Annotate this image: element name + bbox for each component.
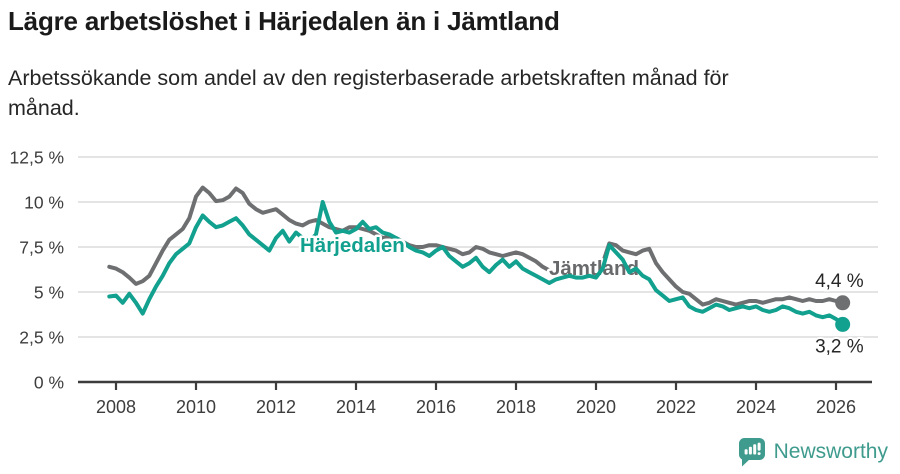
subtitle-line-1: Arbetssökande som andel av den registerb… bbox=[8, 66, 729, 90]
x-axis-tick-label: 2016 bbox=[416, 397, 456, 417]
line-chart: 12,5 % 10 % 7,5 % 5 % 2,5 % 0 % 2008 2010 2012 20… bbox=[0, 126, 900, 436]
x-axis-tick-label: 2020 bbox=[576, 397, 616, 417]
end-value-label-jamtland: 4,4 % bbox=[815, 271, 864, 292]
page-title: Lägre arbetslöshet i Härjedalen än i Jäm… bbox=[8, 6, 560, 36]
y-axis-tick-label: 2,5 % bbox=[19, 328, 64, 348]
x-axis-tick-label: 2018 bbox=[496, 397, 536, 417]
y-axis-tick-label: 12,5 % bbox=[10, 148, 64, 168]
series-line-harjedalen bbox=[107, 200, 845, 327]
brand-name: Newsworthy bbox=[773, 440, 888, 463]
bar-chart-speech-bubble-icon bbox=[738, 438, 765, 467]
newsworthy-logo[interactable]: Newsworthy bbox=[737, 435, 888, 469]
x-axis-tick-label: 2026 bbox=[816, 397, 856, 417]
x-axis-tick-label: 2010 bbox=[176, 397, 216, 417]
x-axis-tick-label: 2008 bbox=[96, 397, 136, 417]
y-axis-tick-label: 7,5 % bbox=[19, 238, 64, 258]
series-end-dot-harjedalen bbox=[835, 316, 851, 332]
end-value-label-harjedalen: 3,2 % bbox=[815, 336, 864, 357]
x-axis-tick-label: 2014 bbox=[336, 397, 376, 417]
series-line-jamtland bbox=[107, 185, 845, 307]
y-axis-tick-label: 0 % bbox=[34, 373, 64, 393]
x-axis-tick-label: 2022 bbox=[656, 397, 696, 417]
y-axis-tick-label: 10 % bbox=[24, 193, 64, 213]
y-axis-tick-label: 5 % bbox=[34, 283, 64, 303]
x-axis-tick-label: 2012 bbox=[256, 397, 296, 417]
series-name-label-harjedalen: Härjedalen bbox=[300, 234, 405, 257]
series-end-dot-jamtland bbox=[835, 295, 851, 311]
unemployment-chart-svg: 12,5 % 10 % 7,5 % 5 % 2,5 % 0 % 2008 2010 2012 20… bbox=[10, 148, 878, 417]
subtitle-line-2: månad. bbox=[8, 95, 80, 120]
x-axis-tick-label: 2024 bbox=[736, 397, 776, 417]
chart-subtitle: Arbetssökande som andel av den registerb… bbox=[8, 64, 868, 123]
